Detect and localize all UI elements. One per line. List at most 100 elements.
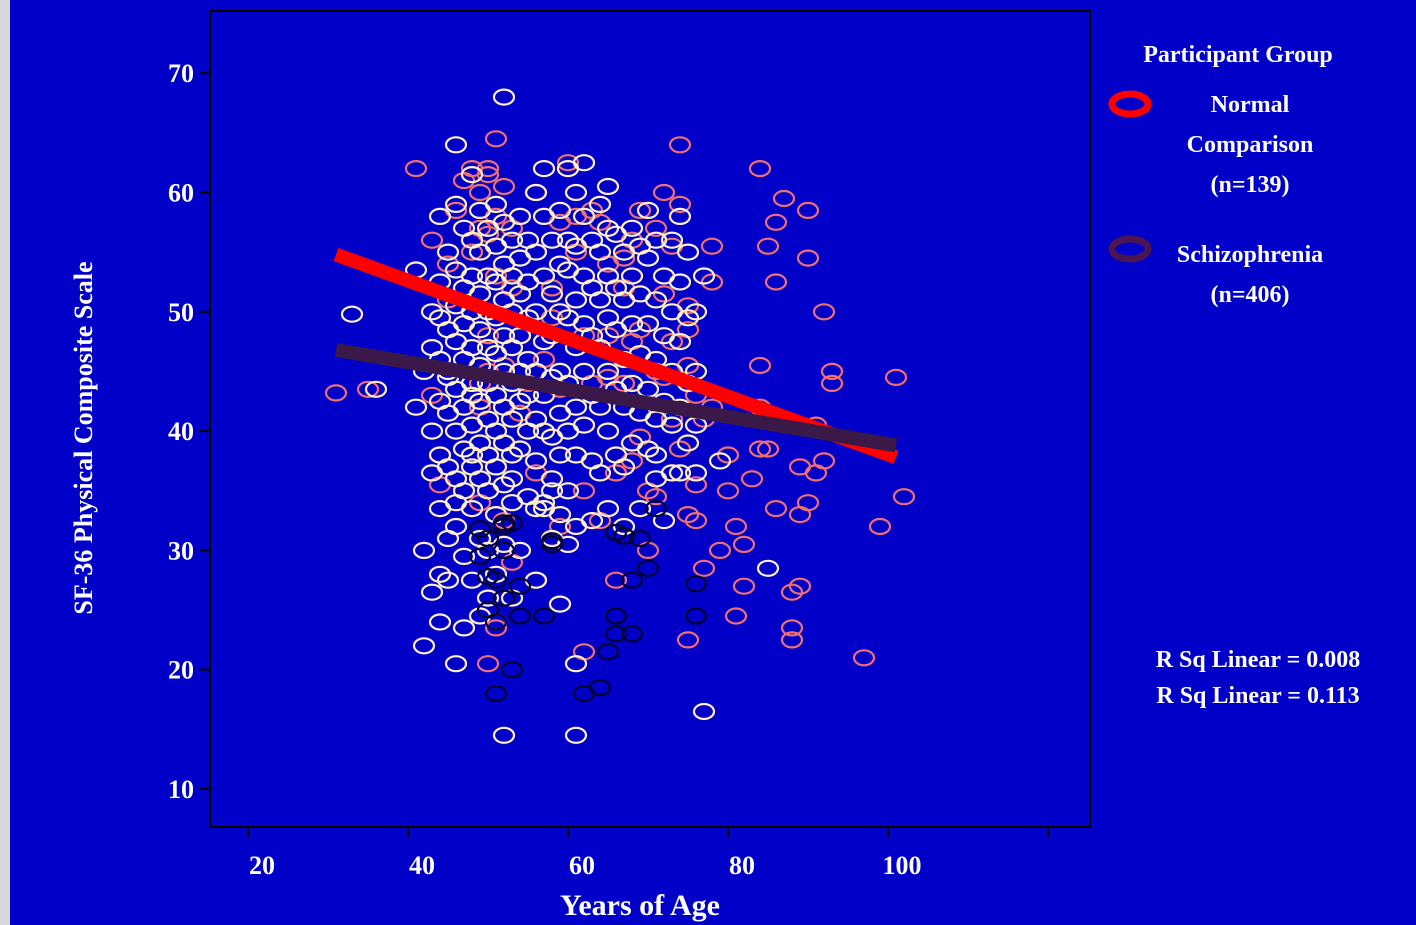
data-point [508,392,532,410]
data-point [764,273,788,291]
data-point [412,541,436,560]
r-squared-schizophrenia: R Sq Linear = 0.113 [1156,683,1359,709]
data-point [444,195,468,213]
data-point [484,571,508,589]
data-point [636,440,660,458]
data-point [676,243,700,261]
data-point [492,88,516,106]
data-point [596,422,620,440]
axes-layer: 10 20 30 40 50 60 70 20 40 60 80 100 [168,59,1049,880]
data-point [548,446,572,464]
data-point [476,339,500,357]
data-point [668,440,692,458]
data-point [540,535,564,554]
data-point [604,571,628,589]
data-point [508,207,532,225]
legend-label: Normal [1211,92,1290,118]
data-point [604,607,628,625]
data-point [444,494,468,512]
data-point [820,362,844,380]
data-point [532,160,556,178]
data-point [564,291,588,309]
data-point [612,249,636,267]
data-point [732,577,756,595]
y-tick-label: 10 [168,775,194,804]
data-point [676,631,700,649]
data-point [484,684,508,703]
data-point [460,386,484,404]
data-point [732,535,756,554]
data-point [868,517,892,536]
data-point [420,231,444,249]
data-point [636,380,660,398]
data-point [596,177,620,196]
data-point [500,410,524,428]
legend-marker [1108,235,1152,263]
data-point [596,219,620,237]
data-point [436,571,460,589]
data-point [420,386,444,404]
data-point [492,476,516,494]
data-point [852,649,876,667]
data-point [740,470,764,488]
plot-frame [209,10,1091,828]
data-point [452,547,476,566]
data-point [684,607,708,625]
data-point [548,595,572,613]
data-point [556,231,580,249]
data-point [676,434,700,452]
data-point [524,183,548,202]
data-point [636,201,660,219]
x-tick-label: 100 [883,851,922,880]
data-point [476,655,500,673]
y-tick-label: 30 [168,536,194,565]
data-point [500,661,524,679]
y-tick-label: 50 [168,298,194,327]
data-point [708,452,732,470]
data-point [604,464,628,482]
r-squared-normal: R Sq Linear = 0.008 [1156,647,1361,673]
slide-background: 10 20 30 40 50 60 70 20 40 60 80 100 Years of Age S… [10,0,1416,925]
x-tick-label: 80 [729,851,755,880]
data-point [564,655,588,673]
data-point [684,511,708,530]
data-point [572,482,596,500]
data-point [468,183,492,202]
data-point [524,303,548,321]
data-point [532,422,556,440]
data-point [668,195,692,213]
data-point [628,201,652,219]
data-point [756,440,780,458]
data-point [612,374,636,392]
legend-marker [1108,90,1152,118]
data-point [644,488,668,506]
data-point [724,607,748,625]
data-point [780,631,804,649]
data-point [484,195,508,213]
legend-label: Comparison [1187,132,1314,158]
data-point [476,166,500,184]
data-point [612,458,636,476]
data-point [644,219,668,237]
data-point [628,500,652,518]
data-point [460,571,484,589]
data-point [500,231,524,249]
data-point [572,207,596,225]
data-point [500,446,524,464]
data-point [476,267,500,285]
data-point [508,607,532,625]
data-point [684,476,708,494]
data-point [588,243,612,261]
data-point [588,678,612,697]
data-point [524,243,548,261]
data-point [604,625,628,643]
data-point [436,243,460,261]
data-point [572,154,596,172]
data-point [796,249,820,267]
data-point [548,255,572,273]
data-point [692,559,716,577]
data-point [772,189,796,208]
data-point [812,452,836,470]
data-point [500,514,524,532]
y-tick-label: 70 [168,59,194,88]
